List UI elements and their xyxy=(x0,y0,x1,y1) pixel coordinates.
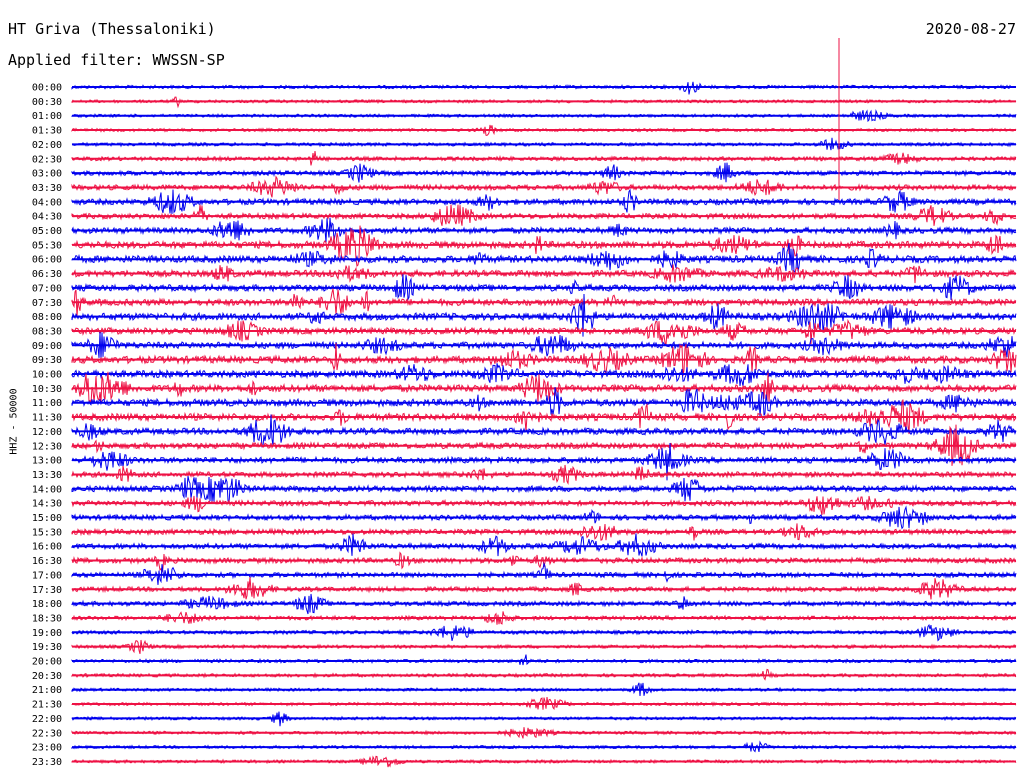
time-tick-label: 22:00 xyxy=(32,714,62,725)
time-tick-label: 14:00 xyxy=(32,484,62,495)
trace-row-0830 xyxy=(71,318,1017,347)
time-tick-label: 03:30 xyxy=(32,183,62,194)
trace-row-1630 xyxy=(71,551,1017,573)
time-tick-label: 11:00 xyxy=(32,398,62,409)
time-tick-label: 11:30 xyxy=(32,413,62,424)
trace-row-1030 xyxy=(71,371,1017,405)
time-tick-label: 04:30 xyxy=(32,212,62,223)
time-tick-label: 02:30 xyxy=(32,154,62,165)
time-tick-label: 04:00 xyxy=(32,197,62,208)
time-tick-label: 19:00 xyxy=(32,628,62,639)
time-tick-label: 19:30 xyxy=(32,642,62,653)
time-tick-label: 14:30 xyxy=(32,499,62,510)
time-tick-label: 18:00 xyxy=(32,599,62,610)
station-title: HT Griva (Thessaloniki) xyxy=(8,20,216,38)
time-tick-label: 17:00 xyxy=(32,570,62,581)
time-tick-label: 18:30 xyxy=(32,613,62,624)
time-tick-label: 21:00 xyxy=(32,685,62,696)
time-tick-label: 01:30 xyxy=(32,126,62,137)
trace-row-2000 xyxy=(71,654,1017,666)
time-tick-label: 05:00 xyxy=(32,226,62,237)
time-tick-label: 13:00 xyxy=(32,456,62,467)
time-tick-label: 07:30 xyxy=(32,298,62,309)
trace-row-1600 xyxy=(71,533,1017,557)
trace-row-0000 xyxy=(71,81,1017,95)
trace-row-0600 xyxy=(71,243,1017,274)
time-tick-label: 08:00 xyxy=(32,312,62,323)
trace-row-0400 xyxy=(71,188,1017,214)
time-tick-label: 12:00 xyxy=(32,427,62,438)
filter-label: Applied filter: WWSSN-SP xyxy=(8,51,225,69)
time-tick-label: 22:30 xyxy=(32,728,62,739)
time-tick-label: 10:30 xyxy=(32,384,62,395)
time-tick-label: 15:30 xyxy=(32,527,62,538)
time-tick-label: 23:00 xyxy=(32,743,62,754)
time-tick-label: 10:00 xyxy=(32,370,62,381)
time-tick-label: 21:30 xyxy=(32,700,62,711)
time-tick-label: 03:00 xyxy=(32,169,62,180)
time-tick-label: 20:00 xyxy=(32,657,62,668)
time-tick-label: 06:30 xyxy=(32,269,62,280)
time-tick-label: 08:30 xyxy=(32,326,62,337)
time-tick-label: 16:00 xyxy=(32,542,62,553)
time-tick-label: 16:30 xyxy=(32,556,62,567)
time-tick-label: 07:00 xyxy=(32,283,62,294)
time-tick-label: 00:30 xyxy=(32,97,62,108)
time-tick-label: 09:30 xyxy=(32,355,62,366)
time-tick-label: 17:30 xyxy=(32,585,62,596)
time-tick-label: 23:30 xyxy=(32,757,62,768)
time-tick-label: 06:00 xyxy=(32,255,62,266)
time-tick-label: 02:00 xyxy=(32,140,62,151)
time-tick-label: 13:30 xyxy=(32,470,62,481)
time-tick-label: 05:30 xyxy=(32,240,62,251)
recording-date: 2020-08-27 xyxy=(925,20,1016,38)
time-tick-label: 12:30 xyxy=(32,441,62,452)
time-tick-label: 09:00 xyxy=(32,341,62,352)
time-tick-label: 01:00 xyxy=(32,111,62,122)
time-tick-label: 20:30 xyxy=(32,671,62,682)
time-tick-label: 00:00 xyxy=(32,83,62,94)
trace-row-1330 xyxy=(71,464,1017,485)
time-tick-label: 15:00 xyxy=(32,513,62,524)
